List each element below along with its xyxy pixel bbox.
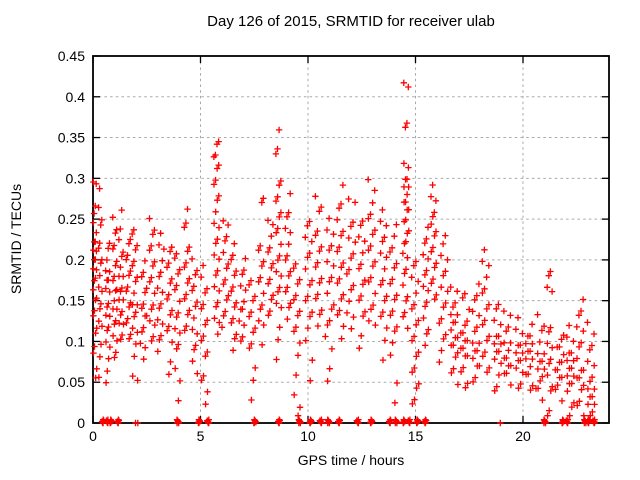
svg-text:0.15: 0.15 (58, 293, 85, 309)
svg-text:0.1: 0.1 (66, 333, 86, 349)
svg-text:10: 10 (300, 428, 316, 444)
svg-text:0: 0 (89, 428, 97, 444)
svg-text:0.3: 0.3 (66, 170, 86, 186)
svg-text:20: 20 (515, 428, 531, 444)
x-axis-label: GPS time / hours (297, 452, 405, 468)
svg-text:0.05: 0.05 (58, 374, 85, 390)
svg-text:0.4: 0.4 (66, 89, 86, 105)
svg-text:0: 0 (77, 415, 85, 431)
svg-text:0.35: 0.35 (58, 130, 85, 146)
svg-text:0.25: 0.25 (58, 211, 85, 227)
svg-text:0.45: 0.45 (58, 48, 85, 64)
svg-text:0.2: 0.2 (66, 252, 86, 268)
chart-title: Day 126 of 2015, SRMTID for receiver ula… (207, 13, 495, 30)
svg-text:15: 15 (408, 428, 424, 444)
svg-text:5: 5 (197, 428, 205, 444)
